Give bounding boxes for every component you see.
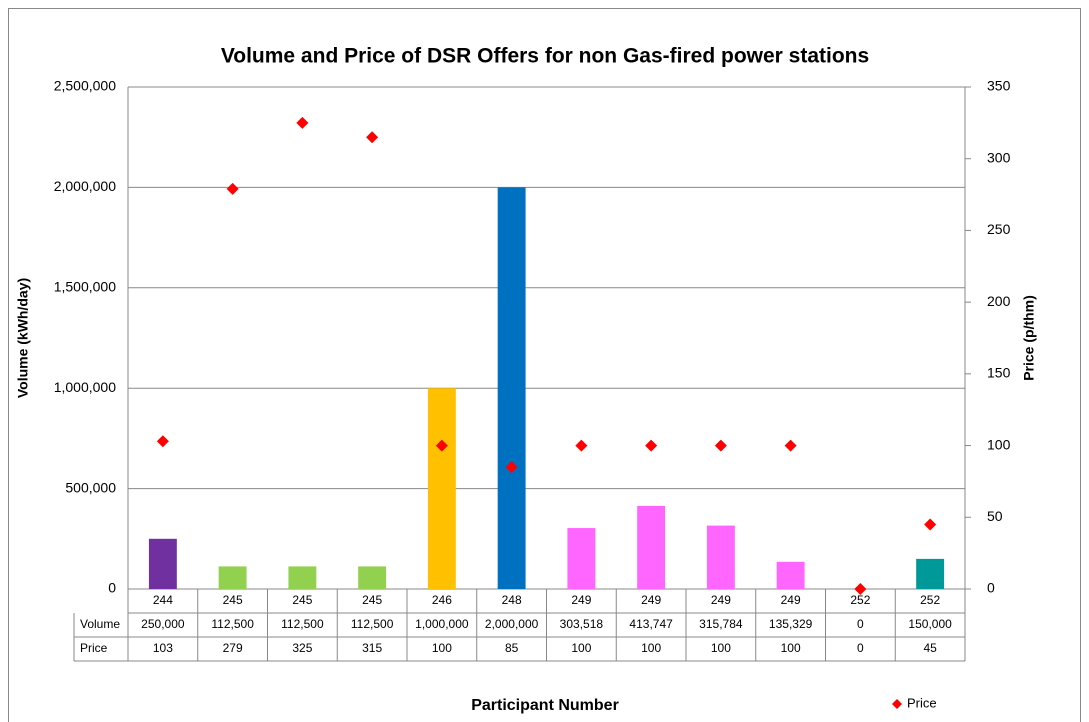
y-tick-label: 500,000 [65,479,116,495]
y-tick-label: 1,500,000 [54,279,116,295]
x-tick-label: 249 [571,593,591,607]
bar [358,566,387,589]
y2-tick-label: 0 [987,580,995,596]
price-marker [296,116,309,129]
price-marker [156,435,169,448]
table-cell: 135,329 [769,617,813,631]
bar [218,566,247,589]
price-marker [366,131,379,144]
table-cell: 250,000 [141,617,185,631]
y2-tick-label: 150 [987,365,1011,381]
table-cell: 112,500 [211,617,254,631]
table-cell: 100 [711,641,731,655]
bar [706,525,735,589]
bar [148,538,177,589]
table-cell: 100 [571,641,591,655]
y2-axis-label: Price (p/thm) [1021,295,1037,381]
table-cell: 100 [781,641,801,655]
table-cell: 100 [432,641,452,655]
y2-tick-label: 250 [987,221,1011,237]
y-tick-label: 0 [108,580,116,596]
bar [567,528,596,589]
table-cell: 85 [505,641,519,655]
y2-tick-label: 300 [987,149,1011,165]
x-tick-label: 246 [432,593,452,607]
y-tick-label: 1,000,000 [54,379,116,395]
y-axis-label: Volume (kWh/day) [15,278,31,398]
y2-tick-label: 350 [987,78,1011,94]
legend-label: Price [907,695,937,710]
price-marker [854,583,867,595]
table-row-header: Volume [80,617,120,631]
table-cell: 103 [153,641,173,655]
table-cell: 315 [362,641,382,655]
x-tick-label: 244 [153,593,173,607]
table-cell: 112,500 [351,617,394,631]
x-tick-label: 252 [920,593,940,607]
chart-title: Volume and Price of DSR Offers for non G… [221,45,869,68]
bar [916,558,945,589]
table-row-header: Price [80,641,108,655]
bar [427,388,456,589]
x-tick-label: 245 [362,593,382,607]
x-tick-label: 249 [641,593,661,607]
price-marker [575,439,588,452]
table-cell: 100 [641,641,661,655]
x-tick-label: 245 [292,593,312,607]
table-cell: 1,000,000 [415,617,469,631]
x-tick-label: 252 [850,593,870,607]
table-cell: 112,500 [281,617,324,631]
y2-tick-label: 200 [987,293,1011,309]
table-cell: 279 [223,641,243,655]
table-cell: 0 [857,641,864,655]
table-cell: 315,784 [699,617,743,631]
price-marker [924,518,937,531]
price-marker [784,439,797,452]
y-tick-label: 2,000,000 [54,178,116,194]
table-cell: 325 [292,641,312,655]
bar [637,505,666,589]
table-cell: 0 [857,617,864,631]
price-marker [714,439,727,452]
x-tick-label: 249 [781,593,801,607]
price-marker [645,439,658,452]
bar [497,187,526,589]
table-cell: 2,000,000 [485,617,539,631]
chart-frame [8,8,1081,722]
price-marker [505,461,518,474]
x-tick-label: 245 [223,593,243,607]
table-cell: 303,518 [560,617,604,631]
table-cell: 150,000 [908,617,952,631]
x-tick-label: 249 [711,593,731,607]
price-marker [435,439,448,452]
y-tick-label: 2,500,000 [54,78,116,94]
bar [288,566,317,589]
y2-tick-label: 50 [987,508,1003,524]
price-marker [226,182,239,195]
x-tick-label: 248 [502,593,522,607]
legend-marker [892,699,902,709]
x-axis-label: Participant Number [471,697,619,714]
table-cell: 45 [923,641,937,655]
bar [776,561,805,589]
table-cell: 413,747 [629,617,673,631]
y2-tick-label: 100 [987,436,1011,452]
